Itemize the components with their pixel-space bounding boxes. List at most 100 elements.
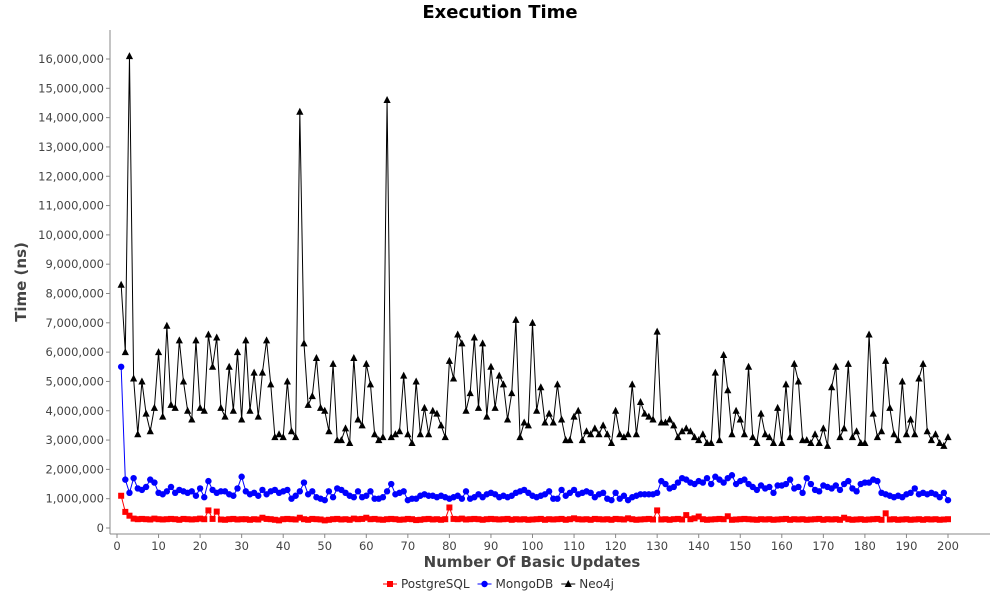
data-point-postgresql bbox=[571, 515, 578, 522]
data-point-mongodb bbox=[367, 488, 374, 495]
data-point-neo4j bbox=[404, 430, 412, 438]
data-point-neo4j bbox=[279, 433, 287, 441]
data-point-neo4j bbox=[557, 415, 566, 423]
data-point-mongodb bbox=[192, 492, 200, 499]
data-point-postgresql bbox=[147, 516, 154, 523]
plot-area bbox=[110, 30, 990, 534]
data-point-neo4j bbox=[720, 351, 728, 359]
data-point-mongodb bbox=[554, 495, 561, 502]
data-point-neo4j bbox=[848, 433, 857, 441]
data-point-mongodb bbox=[815, 488, 823, 495]
data-point-neo4j bbox=[292, 433, 300, 441]
data-point-postgresql bbox=[604, 516, 611, 523]
data-point-postgresql bbox=[284, 515, 291, 522]
data-point-mongodb bbox=[163, 488, 171, 495]
data-point-postgresql bbox=[267, 516, 274, 523]
data-point-postgresql bbox=[666, 516, 673, 523]
data-point-neo4j bbox=[229, 406, 237, 414]
data-point-postgresql bbox=[384, 516, 391, 523]
data-point-neo4j bbox=[175, 336, 183, 344]
data-point-neo4j bbox=[736, 415, 744, 423]
data-point-postgresql bbox=[188, 516, 195, 523]
data-point-mongodb bbox=[662, 480, 669, 488]
x-tick-label: 20 bbox=[193, 539, 208, 553]
data-point-mongodb bbox=[329, 494, 337, 501]
data-point-neo4j bbox=[641, 409, 649, 417]
data-point-mongodb bbox=[907, 489, 914, 497]
data-point-mongodb bbox=[741, 476, 748, 483]
legend: PostgreSQL MongoDB Neo4j bbox=[383, 577, 614, 591]
data-point-neo4j bbox=[503, 415, 512, 423]
data-point-neo4j bbox=[254, 412, 262, 420]
data-point-postgresql bbox=[575, 516, 582, 523]
x-tick-label: 80 bbox=[442, 539, 457, 553]
data-point-neo4j bbox=[383, 96, 391, 104]
data-point-neo4j bbox=[300, 339, 308, 347]
data-point-postgresql bbox=[155, 516, 162, 523]
data-point-neo4j bbox=[649, 415, 657, 423]
data-point-postgresql bbox=[687, 516, 694, 523]
data-point-neo4j bbox=[408, 438, 416, 446]
data-point-postgresql bbox=[625, 515, 632, 522]
data-point-postgresql bbox=[679, 516, 686, 523]
data-point-postgresql bbox=[454, 516, 461, 523]
data-point-postgresql bbox=[330, 516, 337, 523]
data-point-postgresql bbox=[899, 516, 906, 523]
data-point-mongodb bbox=[803, 474, 810, 482]
y-tick-label: 3,000,000 bbox=[45, 433, 104, 447]
data-point-mongodb bbox=[167, 483, 175, 491]
data-point-mongodb bbox=[911, 485, 918, 492]
data-point-neo4j bbox=[690, 433, 699, 441]
data-point-neo4j bbox=[125, 52, 134, 60]
y-tick-label: 16,000,000 bbox=[38, 52, 104, 66]
data-point-postgresql bbox=[774, 516, 781, 523]
data-point-mongodb bbox=[944, 496, 952, 504]
data-point-postgresql bbox=[782, 515, 789, 522]
data-point-neo4j bbox=[499, 380, 508, 388]
x-tick-label: 130 bbox=[646, 539, 668, 553]
data-point-neo4j bbox=[911, 430, 919, 438]
data-point-neo4j bbox=[350, 353, 358, 361]
data-point-postgresql bbox=[820, 516, 827, 523]
data-point-neo4j bbox=[533, 406, 541, 414]
data-point-neo4j bbox=[287, 427, 296, 435]
data-point-neo4j bbox=[811, 430, 819, 438]
data-point-neo4j bbox=[433, 409, 441, 417]
data-point-postgresql bbox=[192, 516, 199, 523]
data-point-neo4j bbox=[936, 438, 944, 446]
data-point-postgresql bbox=[936, 516, 943, 523]
data-point-postgresql bbox=[313, 516, 320, 523]
data-point-neo4j bbox=[636, 397, 645, 405]
data-point-neo4j bbox=[761, 430, 769, 438]
data-point-postgresql bbox=[836, 516, 843, 523]
data-point-mongodb bbox=[545, 488, 553, 495]
x-tick-label: 190 bbox=[895, 539, 917, 553]
data-point-postgresql bbox=[433, 516, 440, 523]
data-point-mongodb bbox=[720, 479, 727, 486]
data-point-postgresql bbox=[409, 516, 416, 523]
data-point-mongodb bbox=[795, 483, 802, 491]
data-point-postgresql bbox=[795, 516, 802, 523]
data-point-neo4j bbox=[927, 436, 935, 444]
x-tick-label: 170 bbox=[812, 539, 834, 553]
data-point-postgresql bbox=[504, 515, 511, 522]
data-point-postgresql bbox=[778, 516, 785, 523]
data-point-neo4j bbox=[487, 362, 495, 370]
data-point-postgresql bbox=[209, 515, 216, 522]
data-point-postgresql bbox=[882, 510, 889, 517]
data-point-neo4j bbox=[794, 377, 803, 385]
data-point-postgresql bbox=[201, 516, 208, 523]
y-axis: 0 1,000,000 2,000,000 3,000,000 4,000,000 5,0… bbox=[38, 30, 111, 535]
data-point-mongodb bbox=[259, 486, 266, 494]
data-point-postgresql bbox=[517, 516, 524, 523]
data-point-postgresql bbox=[404, 515, 411, 522]
data-point-postgresql bbox=[845, 516, 852, 523]
data-point-postgresql bbox=[492, 516, 499, 523]
data-point-mongodb bbox=[255, 492, 262, 499]
data-point-mongodb bbox=[845, 477, 852, 485]
data-point-neo4j bbox=[163, 321, 171, 329]
data-point-neo4j bbox=[400, 371, 408, 379]
data-point-neo4j bbox=[458, 339, 466, 347]
data-point-mongodb bbox=[458, 495, 466, 502]
data-point-neo4j bbox=[262, 336, 271, 344]
